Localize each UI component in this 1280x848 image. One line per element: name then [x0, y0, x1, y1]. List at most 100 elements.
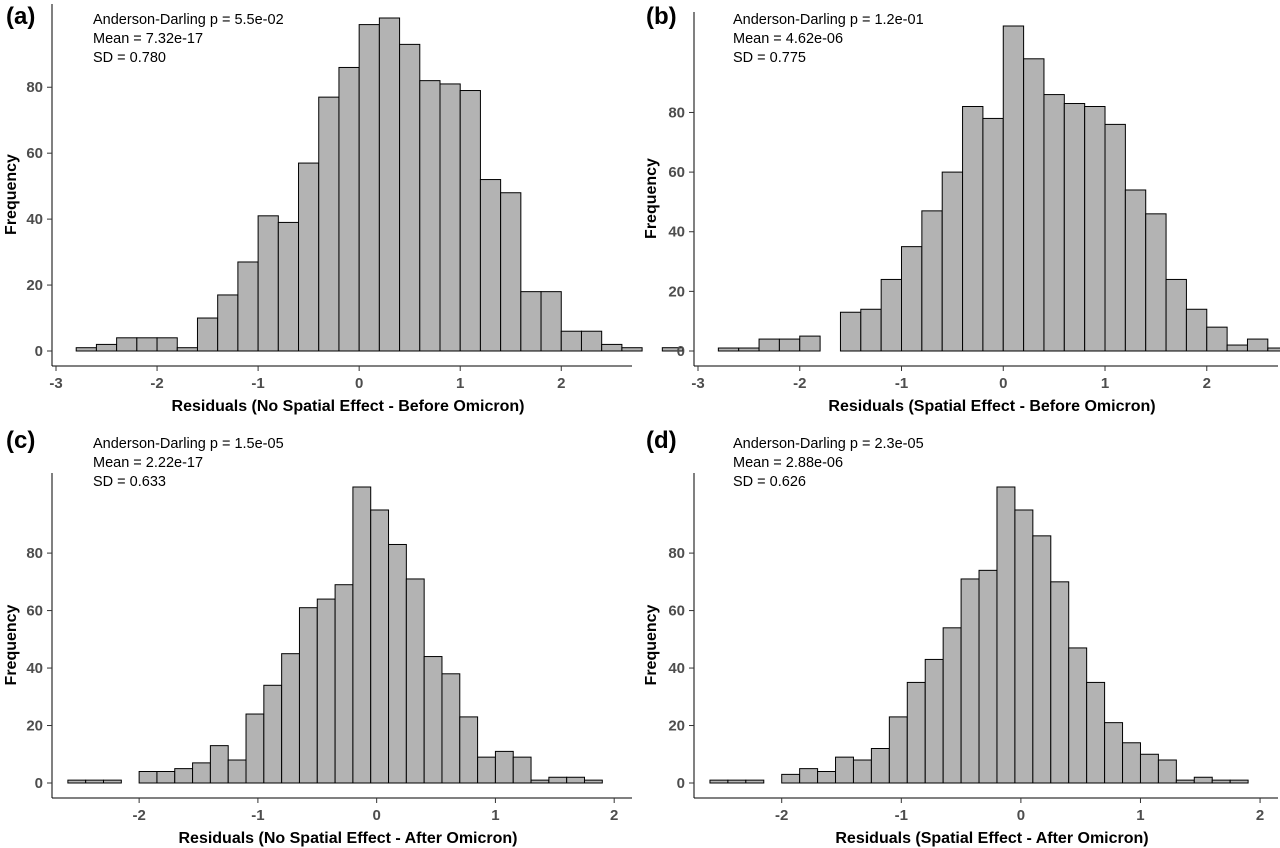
x-tick-label: 2 [1256, 807, 1264, 824]
histogram-bar [512, 756, 532, 784]
x-tick-label: 0 [372, 807, 380, 824]
histogram-bar [1084, 106, 1106, 352]
x-axis-title: Residuals (Spatial Effect - Before Omicr… [828, 398, 1155, 415]
histogram-bar [1185, 308, 1208, 352]
histogram-bar [548, 776, 568, 784]
y-tick-label: 20 [26, 718, 43, 735]
histogram-bar [1206, 326, 1228, 352]
x-tick-label: -2 [775, 807, 788, 824]
histogram-bar [399, 43, 421, 352]
histogram-bar [921, 210, 943, 352]
histogram-bar [298, 162, 320, 352]
stat-annotation: Anderson-Darling p = 1.2e-01 [733, 12, 924, 28]
histogram-bar [583, 779, 603, 784]
bars [75, 17, 684, 352]
histogram-bar [423, 656, 443, 784]
histogram-bar [500, 192, 522, 352]
histogram-bar [924, 658, 944, 784]
y-tick-label: 60 [668, 603, 685, 620]
x-axis-title: Residuals (No Spatial Effect - After Omi… [178, 830, 517, 847]
histogram-bar [745, 779, 765, 784]
histogram-bar [1104, 123, 1126, 352]
bars [67, 486, 603, 784]
panel-label: (a) [6, 3, 35, 30]
x-tick-label: 1 [1101, 375, 1109, 392]
histogram-bar [1063, 103, 1086, 352]
y-axis-title: Frequency [643, 158, 660, 239]
histogram-bar [176, 347, 198, 352]
panel-label: (d) [646, 427, 677, 454]
histogram-bar [1165, 278, 1187, 352]
y-tick-label: 80 [668, 545, 685, 562]
histogram-bar [227, 759, 247, 784]
histogram-bar [982, 117, 1004, 352]
histogram-bar [378, 17, 401, 352]
histogram-bar [1139, 753, 1159, 784]
histogram-bar [661, 347, 684, 352]
histogram-bar [942, 627, 962, 784]
histogram-bar [1193, 776, 1213, 784]
histogram-bar [870, 748, 890, 784]
histogram-bar [1226, 344, 1248, 352]
stat-annotation: SD = 0.626 [733, 474, 806, 490]
y-tick-label: 40 [668, 224, 685, 241]
histogram-bar [978, 569, 998, 784]
bars [717, 25, 1280, 352]
histogram-bar [860, 308, 882, 352]
stat-annotation: Mean = 2.88e-06 [733, 455, 843, 471]
histogram-bar [95, 343, 118, 352]
histogram-bar [388, 543, 407, 784]
x-tick-label: -3 [691, 375, 704, 392]
histogram-bar [494, 750, 514, 784]
histogram-bar [477, 756, 496, 784]
histogram-bar [298, 607, 318, 784]
y-tick-label: 40 [668, 660, 685, 677]
histogram-bar [358, 24, 380, 352]
histogram-bar [601, 343, 623, 352]
histogram-bar [334, 584, 354, 784]
stat-annotation: SD = 0.780 [93, 50, 166, 66]
histogram-bar [257, 215, 279, 352]
histogram-bar [778, 338, 801, 352]
stat-annotation: Mean = 2.22e-17 [93, 455, 203, 471]
y-tick-label: 0 [677, 343, 685, 360]
histogram-bar [419, 80, 441, 352]
histogram-bar [717, 347, 740, 352]
histogram-bar [1124, 189, 1147, 352]
y-tick-label: 60 [26, 603, 43, 620]
y-tick-label: 20 [668, 718, 685, 735]
x-tick-label: 0 [999, 375, 1007, 392]
histogram-bar [405, 578, 425, 784]
histogram-bar [1246, 338, 1269, 352]
histogram-bar [245, 713, 265, 784]
histogram-bar [1211, 779, 1231, 784]
histogram-bar [156, 771, 176, 784]
y-tick-label: 0 [677, 775, 685, 792]
histogram-bar [817, 771, 837, 784]
histogram-bar [1157, 759, 1177, 784]
y-tick-label: 80 [26, 545, 43, 562]
histogram-bar [758, 338, 780, 352]
histogram-bar [560, 330, 582, 352]
panel-label: (c) [6, 427, 35, 454]
histogram-bar [621, 347, 643, 352]
histogram-bar [174, 768, 194, 784]
histogram-bar [1014, 509, 1034, 784]
histogram-bar [852, 759, 872, 784]
histogram-bar [727, 779, 747, 784]
histogram-bar [459, 716, 479, 784]
panel-label: (b) [646, 3, 677, 30]
histogram-bar [906, 681, 926, 784]
histogram-bar [103, 779, 122, 784]
x-tick-label: -2 [132, 807, 145, 824]
x-tick-label: -1 [251, 375, 264, 392]
histogram-bar [799, 768, 819, 784]
histogram-bar [116, 337, 138, 352]
y-axis-title: Frequency [3, 154, 20, 235]
histogram-bar [237, 261, 259, 352]
histogram-bar [277, 221, 300, 352]
histogram-bar [138, 771, 158, 784]
